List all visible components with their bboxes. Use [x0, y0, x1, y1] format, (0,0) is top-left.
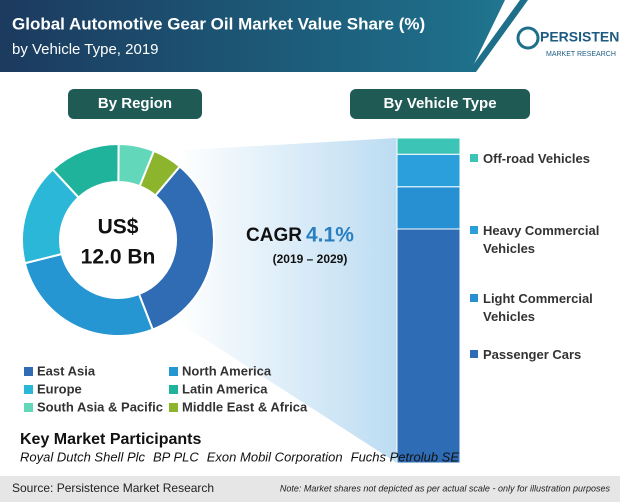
logo-name: PERSISTENCE: [540, 29, 620, 45]
bar-segment: [396, 137, 461, 155]
legend-swatch: [470, 350, 478, 358]
participant: Exon Mobil Corporation: [207, 449, 343, 464]
legend-swatch: [169, 367, 178, 376]
participant: BP PLC: [153, 449, 199, 464]
note: Note: Market shares not depicted as per …: [280, 483, 611, 493]
cagr-label: CAGR: [246, 225, 302, 246]
donut-segment: [138, 149, 182, 197]
legend-label: Heavy Commercial Vehicles: [483, 223, 600, 256]
bar-segment: [396, 153, 461, 188]
legend-label: Europe: [37, 381, 82, 396]
logo-mark: [516, 26, 540, 50]
legend-label: Off-road Vehicles: [483, 151, 590, 166]
stripe: [468, 0, 528, 72]
legend-label: North America: [182, 363, 272, 378]
source: Source: Persistence Market Research: [12, 481, 214, 495]
legend-swatch: [470, 154, 478, 162]
legend-label: Latin America: [182, 381, 268, 396]
legend-label: Light Commercial Vehicles: [483, 291, 593, 324]
footer-band: [0, 476, 620, 502]
bar-segment: [396, 186, 461, 230]
center-amount: 12.0 Bn: [81, 246, 156, 269]
bar-segment: [396, 228, 461, 464]
legend-swatch: [470, 294, 478, 302]
subtitle: by Vehicle Type, 2019: [12, 41, 159, 58]
legend-swatch: [24, 403, 33, 412]
legend-swatch: [24, 385, 33, 394]
title: Global Automotive Gear Oil Market Value …: [12, 14, 425, 33]
legend-swatch: [470, 226, 478, 234]
legend-swatch: [169, 403, 178, 412]
participants-heading: Key Market Participants: [20, 431, 202, 448]
cagr-period: (2019 – 2029): [273, 252, 348, 266]
logo-tagline: MARKET RESEARCH: [546, 51, 616, 58]
funnel: [175, 138, 397, 463]
region-heading: By Region: [98, 95, 172, 112]
participant: Royal Dutch Shell Plc: [20, 449, 145, 464]
legend-label: Passenger Cars: [483, 347, 582, 362]
cagr-value: 4.1%: [306, 224, 354, 247]
legend-swatch: [24, 367, 33, 376]
region-button: [68, 89, 202, 119]
center-currency: US$: [98, 216, 139, 239]
vehicle-button: [350, 89, 530, 119]
participant: Fuchs Petrolub SE: [351, 449, 460, 464]
legend-label: East Asia: [37, 363, 96, 378]
legend-swatch: [169, 385, 178, 394]
legend-label: South Asia & Pacific: [37, 399, 163, 414]
vehicle-heading: By Vehicle Type: [383, 95, 496, 112]
legend-label: Middle East & Africa: [182, 399, 308, 414]
donut-segment: [137, 165, 215, 331]
